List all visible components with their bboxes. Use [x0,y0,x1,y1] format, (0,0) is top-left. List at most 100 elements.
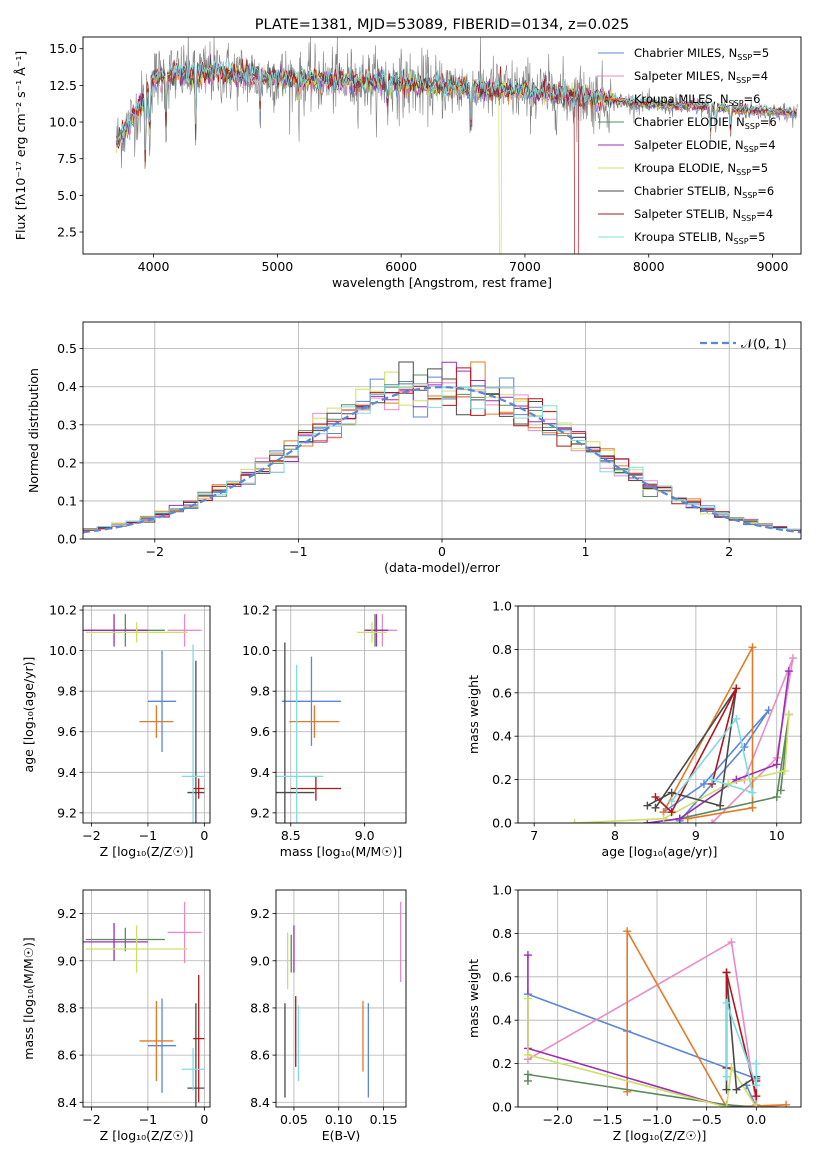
x-tick-label: 8.5 [281,828,301,843]
errorbar-point [167,614,202,647]
weight-line-3 [527,1073,757,1107]
weight-marker [722,968,731,977]
y-tick-label: 0.5 [57,341,77,356]
x-tick-label: −1.5 [592,1112,622,1127]
x-tick-label: 0.05 [280,1112,308,1127]
errorbar-plot-ebv [284,901,402,1098]
x-tick-label: 7000 [509,259,541,274]
x-tick-label: 2 [725,544,733,559]
legend-entry: Salpeter MILES, NSSP=4 [634,69,768,85]
weight-marker [752,1059,761,1068]
errorbar-point [85,927,165,952]
y-tick-label: 10.0 [242,643,270,658]
legend-sub: SSP [734,237,749,246]
y-tick-label: 15.0 [49,41,77,56]
errorbar-point [83,923,148,961]
y-tick-label: 9.6 [250,724,270,739]
x-tick-label: 0 [200,828,208,843]
y-tick-label: 8.6 [57,1048,77,1063]
x-tick-label: 5000 [261,259,293,274]
x-tick-label: 10 [769,828,785,843]
plot-frame [82,321,802,540]
errorbar-point [139,705,174,738]
weight-marker [784,667,793,676]
y-tick-label: 5.0 [57,188,77,203]
weight-marker [716,801,725,810]
weight-marker [732,1085,741,1094]
axes-weight_vs_age: 7 8 9 10 0.0 0.2 0.4 0.6 0.8 1.0 age [log₁₀(age/yr… [466,599,801,859]
x-axis-label: E(B-V) [322,1128,361,1143]
weight-marker [727,938,736,947]
weight-marker [752,1081,761,1090]
weight-plot-weight_vs_z [523,927,791,1107]
weight-marker [651,792,660,801]
legend-sub: SSP [736,76,751,85]
axes-residuals: −2 −1 0 1 2 0.0 0.1 0.2 0.3 0.4 0.5 (data-model)/er… [26,322,801,575]
weight-marker [523,951,532,960]
legend-entry: Kroupa ELODIE, NSSP=5 [634,161,768,177]
weight-marker [570,819,579,823]
weight-line-0 [527,993,758,1107]
errorbar-point [147,998,177,1093]
legend-suffix: =6 [760,115,777,129]
y-tick-label: 9.2 [250,906,270,921]
x-tick-label: −2 [82,1112,100,1127]
x-tick-label: 0.10 [325,1112,353,1127]
weight-marker [748,643,757,652]
legend-name: Chabrier MILES, N [634,46,737,60]
axes-mass_vs_z: −2 −1 0 8.4 8.6 8.8 9.0 9.2 Z [log₁₀(Z/Z☉)] mass … [21,890,210,1143]
x-tick-label: 9 [692,828,700,843]
weight-marker [780,766,789,775]
errorbar-point [289,705,340,738]
weight-marker [784,710,793,719]
errorbar-point [167,901,202,964]
y-tick-label: 0.0 [492,1100,512,1115]
weight-marker [788,654,797,663]
x-tick-label: 1 [582,544,590,559]
x-tick-label: 0 [200,1112,208,1127]
weight-line-5 [527,998,757,1107]
weight-marker [772,760,781,769]
errorbar-point [193,974,205,1103]
errorbar-point [290,776,341,801]
weight-marker [748,788,757,797]
legend-sub: SSP [741,214,756,223]
y-tick-label: 9.0 [250,953,270,968]
y-tick-label: 8.8 [250,1000,270,1015]
errorbar-point [181,1048,205,1091]
errorbar-point [85,925,188,973]
weight-line-8 [670,716,754,802]
weight-marker [752,1103,761,1107]
legend-sub: SSP [742,191,757,200]
residual-hist-8 [83,383,801,531]
y-tick-label: 0.0 [492,816,512,831]
legend-sub: SSP [737,53,752,62]
legend-name: Kroupa STELIB, N [634,230,734,244]
errorbar-point [281,656,341,746]
y-tick-label: 0.2 [57,455,77,470]
plot-frame [275,889,407,1108]
y-tick-label: 9.8 [57,684,77,699]
errorbar-point [85,622,188,643]
weight-marker [623,927,632,936]
errorbar-plot-age_vs_mass [276,614,398,823]
axes-spectrum: 4000 5000 6000 7000 8000 9000 2.5 5.0 7.5 10.0 12.… [13,41,788,290]
gaussian-curve [83,385,801,534]
x-tick-label: −1 [289,544,307,559]
axes-age_vs_z: −2 −1 0 9.2 9.4 9.6 9.8 10.0 10.2 Z [log₁₀(Z/Z☉)]… [21,603,210,859]
legend-entry: Kroupa MILES, NSSP=6 [634,92,760,108]
legend-sub: SSP [745,122,760,131]
x-axis-label: Z [log₁₀(Z/Z☉)] [100,844,194,859]
chart-title: PLATE=1381, MJD=53089, FIBERID=0134, z=0… [255,17,629,33]
y-tick-label: 8.8 [57,1000,77,1015]
x-axis-label: wavelength [Angstrom, rest frame] [332,275,552,290]
axes-ebv: 0.05 0.10 0.15 8.4 8.6 8.8 9.0 9.2 E(B-V) [250,890,406,1143]
x-tick-label: 0 [438,544,446,559]
y-tick-label: 9.2 [250,805,270,820]
weight-marker [722,998,731,1007]
errorbar-plot-age_vs_z [83,614,205,823]
y-tick-label: 0.2 [492,772,512,787]
axes-age_vs_mass: 8.5 9.0 9.2 9.4 9.6 9.8 10.0 10.2 mass [log₁₀(M/… [242,603,406,859]
axes-weight_vs_z: −2.0 −1.5 −1.0 −0.5 0.0 0.0 0.2 0.4 0.6 0.8 1.0 Z [… [466,883,801,1143]
